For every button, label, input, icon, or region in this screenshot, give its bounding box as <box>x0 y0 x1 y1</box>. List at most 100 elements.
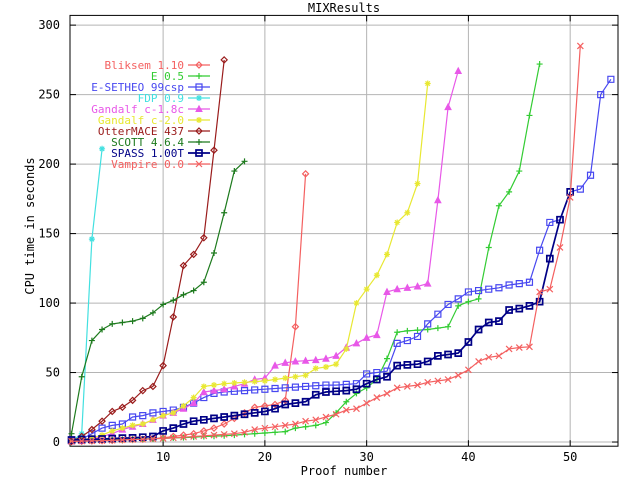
square-marker <box>413 332 422 341</box>
plus-marker <box>475 295 482 302</box>
star-marker <box>129 422 136 429</box>
square-marker <box>108 421 116 429</box>
series-line-e-setheo-99csp <box>71 78 612 442</box>
plus-marker <box>190 287 197 294</box>
triangle-marker <box>434 195 442 204</box>
x-marker <box>505 345 513 353</box>
star-marker <box>261 377 268 384</box>
square-marker <box>525 301 534 310</box>
star-marker <box>99 432 106 439</box>
square-marker <box>454 349 463 357</box>
star-marker <box>383 251 390 258</box>
series-line-spass-1-00t <box>71 191 571 441</box>
square-marker <box>271 384 279 393</box>
plus-marker <box>180 291 187 298</box>
star-marker <box>394 219 401 226</box>
square-marker <box>291 399 300 407</box>
plus-marker <box>394 329 401 336</box>
square-marker <box>169 424 178 432</box>
square-marker <box>515 304 524 313</box>
plus-marker <box>322 419 329 426</box>
x-marker <box>190 433 198 440</box>
square-marker <box>108 434 117 443</box>
square-marker <box>434 310 442 318</box>
x-marker <box>464 366 472 374</box>
plot-border <box>69 14 619 447</box>
square-marker <box>403 361 412 369</box>
diamond-marker <box>128 396 137 405</box>
square-marker <box>301 382 310 391</box>
square-marker <box>322 388 330 396</box>
x-marker <box>302 417 310 425</box>
triangle-marker <box>281 358 290 366</box>
x-marker <box>434 377 442 385</box>
plus-marker <box>383 355 390 362</box>
diamond-marker <box>271 400 279 409</box>
x-marker <box>312 416 320 424</box>
square-marker <box>199 415 208 424</box>
star-marker <box>251 378 258 385</box>
square-marker <box>128 434 137 442</box>
y-tick-label: 300 <box>38 18 60 32</box>
square-marker <box>484 318 493 327</box>
square-marker <box>342 386 351 395</box>
plus-marker <box>414 327 421 334</box>
legend-label-6: Gandalf c-2.0 <box>98 114 184 127</box>
diamond-marker <box>220 420 229 428</box>
x-marker <box>241 428 248 436</box>
plus-marker <box>160 301 167 308</box>
x-marker <box>393 384 401 392</box>
x-marker <box>515 344 523 351</box>
plus-marker <box>495 202 502 209</box>
star-marker <box>353 300 360 307</box>
square-marker <box>474 325 483 334</box>
x-marker <box>495 352 503 360</box>
y-axis-label: CPU time in seconds <box>23 157 37 294</box>
square-marker <box>312 382 320 390</box>
square-marker <box>230 411 239 420</box>
legend-label-8: SCOTT 4.6.4 <box>111 136 184 149</box>
x-marker <box>98 437 106 445</box>
star-marker <box>231 379 238 386</box>
series-line-ottermace-437 <box>71 59 225 442</box>
triangle-marker <box>403 283 412 291</box>
diamond-marker <box>108 407 117 416</box>
triangle-marker <box>362 333 371 341</box>
x-marker <box>261 424 269 432</box>
x-marker <box>200 432 208 440</box>
square-marker <box>363 370 371 378</box>
triangle-marker <box>195 104 203 113</box>
plus-marker <box>109 320 116 327</box>
diamond-marker <box>88 425 96 434</box>
legend-label-9: SPASS 1.00T <box>111 147 184 160</box>
diamond-marker <box>301 169 310 178</box>
star-marker <box>149 416 156 423</box>
plus-marker <box>210 250 217 257</box>
x-tick-label: 30 <box>359 450 373 464</box>
y-tick-label: 100 <box>38 296 60 310</box>
chart-title: MIXResults <box>308 1 380 15</box>
plus-marker <box>536 61 543 68</box>
x-marker <box>475 358 483 365</box>
x-marker <box>271 423 279 431</box>
triangle-marker <box>230 382 239 390</box>
square-marker <box>311 390 320 399</box>
x-marker <box>383 389 391 397</box>
square-marker <box>444 350 452 359</box>
square-marker <box>149 432 157 441</box>
square-marker <box>139 412 147 420</box>
square-marker <box>607 75 615 83</box>
series-line-scott-4-6-4 <box>70 160 245 434</box>
diamond-marker <box>195 127 203 135</box>
star-marker <box>343 345 350 352</box>
triangle-marker <box>322 354 330 362</box>
square-marker <box>546 218 554 227</box>
plus-marker <box>119 319 126 326</box>
star-marker <box>170 409 177 416</box>
x-marker <box>139 435 147 443</box>
x-marker <box>403 383 411 390</box>
x-marker <box>195 160 203 168</box>
square-marker <box>332 387 340 396</box>
x-tick-label: 10 <box>156 450 170 464</box>
